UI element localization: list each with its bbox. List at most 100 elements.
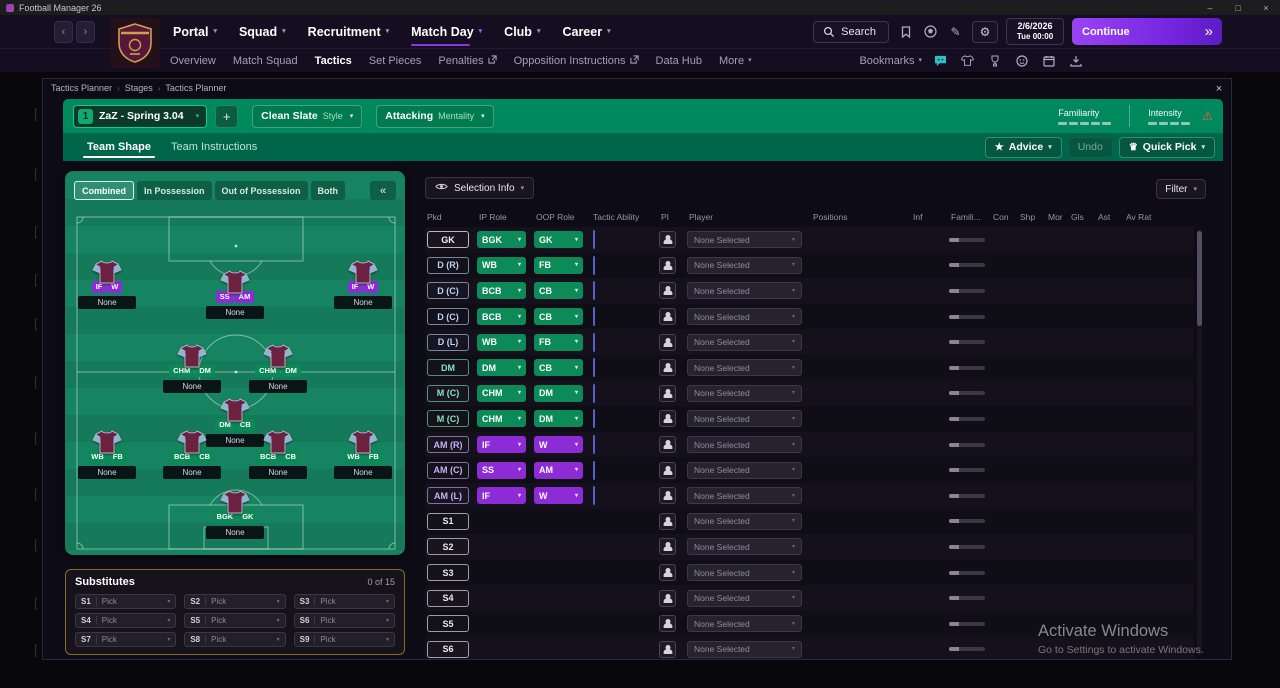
nav-menu-career[interactable]: Career ▾ (562, 15, 610, 48)
ip-role-dropdown[interactable]: WB ▾ (477, 333, 526, 351)
club-crest[interactable] (110, 18, 160, 68)
breadcrumb-item[interactable]: Stages (124, 83, 153, 93)
player-instructions-button[interactable] (659, 231, 676, 249)
oop-role-dropdown[interactable]: FB ▾ (534, 256, 583, 274)
chat-bubble-icon[interactable] (932, 55, 949, 67)
ip-role-dropdown[interactable]: BCB ▾ (477, 282, 526, 300)
player-select-dropdown[interactable]: None Selected ▾ (687, 615, 802, 633)
player-select-dropdown[interactable]: None Selected ▾ (687, 282, 802, 300)
nav-menu-recruitment[interactable]: Recruitment ▾ (308, 15, 389, 48)
ip-role-dropdown[interactable]: BGK ▾ (477, 231, 526, 249)
oop-role-chip[interactable]: CB (281, 451, 301, 463)
position-badge[interactable]: D (R) (427, 256, 469, 274)
nav-menu-club[interactable]: Club ▾ (504, 15, 540, 48)
oop-role-chip[interactable]: AM (234, 291, 255, 303)
table-scrollbar[interactable] (1197, 229, 1202, 655)
pitch-player[interactable]: SS AM None (203, 270, 267, 319)
oop-role-chip[interactable]: GK (238, 511, 258, 523)
position-badge[interactable]: S1 (427, 512, 469, 530)
view-mode-combined[interactable]: Combined (74, 181, 134, 200)
oop-role-dropdown[interactable]: DM ▾ (534, 410, 583, 428)
player-instructions-button[interactable] (659, 538, 676, 556)
ip-role-chip[interactable]: IF (91, 281, 107, 293)
player-select-dropdown[interactable]: None Selected ▾ (687, 589, 802, 607)
substitute-slot-dropdown[interactable]: S9 Pick ▾ (293, 632, 395, 647)
player-instructions-button[interactable] (659, 410, 676, 428)
pitch-player[interactable]: WB FB None (331, 430, 395, 479)
position-badge[interactable]: AM (L) (427, 487, 469, 505)
pitch-player[interactable]: CHM DM None (246, 344, 310, 393)
oop-role-dropdown[interactable]: FB ▾ (534, 333, 583, 351)
breadcrumb-item[interactable]: Tactics Planner (51, 83, 113, 93)
oop-role-chip[interactable]: DM (195, 365, 215, 377)
nav-menu-match-day[interactable]: Match Day ▾ (411, 15, 482, 48)
oop-role-chip[interactable]: W (363, 281, 379, 293)
position-badge[interactable]: GK (427, 231, 469, 249)
player-instructions-button[interactable] (659, 308, 676, 326)
position-badge[interactable]: M (C) (427, 384, 469, 402)
oop-role-chip[interactable]: DM (281, 365, 301, 377)
player-select-dropdown[interactable]: None Selected ▾ (687, 487, 802, 505)
view-mode-out-of-possession[interactable]: Out of Possession (214, 181, 308, 200)
back-button[interactable]: ‹ (54, 20, 73, 43)
subnav-item-penalties[interactable]: Penalties (438, 55, 497, 67)
player-select-dropdown[interactable]: None Selected ▾ (687, 538, 802, 556)
ip-role-dropdown[interactable]: CHM ▾ (477, 410, 526, 428)
pitch-player[interactable]: WB FB None (75, 430, 139, 479)
ip-role-chip[interactable]: BCB (255, 451, 281, 463)
player-select-dropdown[interactable]: None Selected ▾ (687, 512, 802, 530)
substitute-slot-dropdown[interactable]: S6 Pick ▾ (293, 613, 395, 628)
oop-role-dropdown[interactable]: W ▾ (534, 436, 583, 454)
oop-role-dropdown[interactable]: CB ▾ (534, 359, 583, 377)
player-select-dropdown[interactable]: None Selected ▾ (687, 384, 802, 402)
player-select-dropdown[interactable]: None Selected ▾ (687, 436, 802, 454)
shirt-icon[interactable] (959, 55, 976, 66)
player-instructions-button[interactable] (659, 487, 676, 505)
player-instructions-button[interactable] (659, 359, 676, 377)
position-badge[interactable]: S3 (427, 564, 469, 582)
ip-role-dropdown[interactable]: BCB ▾ (477, 308, 526, 326)
oop-role-dropdown[interactable]: CB ▾ (534, 282, 583, 300)
selection-info-dropdown[interactable]: Selection Info ▾ (425, 177, 535, 199)
player-instructions-button[interactable] (659, 615, 676, 633)
ip-role-dropdown[interactable]: IF ▾ (477, 487, 526, 505)
quick-pick-button[interactable]: ♛ Quick Pick ▾ (1118, 136, 1215, 158)
maximize-button[interactable]: □ (1235, 2, 1241, 13)
player-select-dropdown[interactable]: None Selected ▾ (687, 461, 802, 479)
substitute-slot-dropdown[interactable]: S8 Pick ▾ (184, 632, 286, 647)
undo-button[interactable]: Undo (1067, 136, 1113, 158)
subnav-item-data-hub[interactable]: Data Hub (656, 55, 702, 67)
close-button[interactable]: × (1263, 2, 1269, 13)
oop-role-chip[interactable]: CB (235, 419, 255, 431)
position-badge[interactable]: DM (427, 359, 469, 377)
player-select-dropdown[interactable]: None Selected ▾ (687, 308, 802, 326)
minimize-button[interactable]: – (1207, 2, 1213, 13)
position-badge[interactable]: S4 (427, 589, 469, 607)
player-instructions-button[interactable] (659, 461, 676, 479)
panel-close-button[interactable]: × (1215, 82, 1223, 95)
nav-menu-squad[interactable]: Squad ▾ (239, 15, 286, 48)
position-badge[interactable]: S6 (427, 640, 469, 658)
ip-role-dropdown[interactable]: SS ▾ (477, 461, 526, 479)
continue-button[interactable]: Continue » (1072, 18, 1222, 45)
filter-button[interactable]: Filter ▾ (1156, 179, 1206, 199)
oop-role-chip[interactable]: FB (364, 451, 383, 463)
player-instructions-button[interactable] (659, 282, 676, 300)
oop-role-dropdown[interactable]: DM ▾ (534, 384, 583, 402)
oop-role-chip[interactable]: FB (108, 451, 127, 463)
ip-role-chip[interactable]: BCB (169, 451, 195, 463)
player-instructions-button[interactable] (659, 589, 676, 607)
trophy-icon[interactable] (986, 55, 1003, 67)
download-icon[interactable] (1067, 55, 1084, 67)
position-badge[interactable]: AM (C) (427, 461, 469, 479)
add-tactic-button[interactable]: + (215, 104, 239, 128)
ip-role-chip[interactable]: WB (343, 451, 364, 463)
breadcrumb-item[interactable]: Tactics Planner (165, 83, 227, 93)
player-instructions-button[interactable] (659, 333, 676, 351)
subnav-item-set-pieces[interactable]: Set Pieces (369, 55, 422, 67)
pitch-player[interactable]: BGK GK None (203, 490, 267, 539)
subnav-item-more[interactable]: More ▾ (719, 55, 752, 67)
position-badge[interactable]: D (C) (427, 282, 469, 300)
player-select-dropdown[interactable]: None Selected ▾ (687, 410, 802, 428)
style-dropdown[interactable]: Clean Slate Style ▾ (252, 104, 363, 128)
